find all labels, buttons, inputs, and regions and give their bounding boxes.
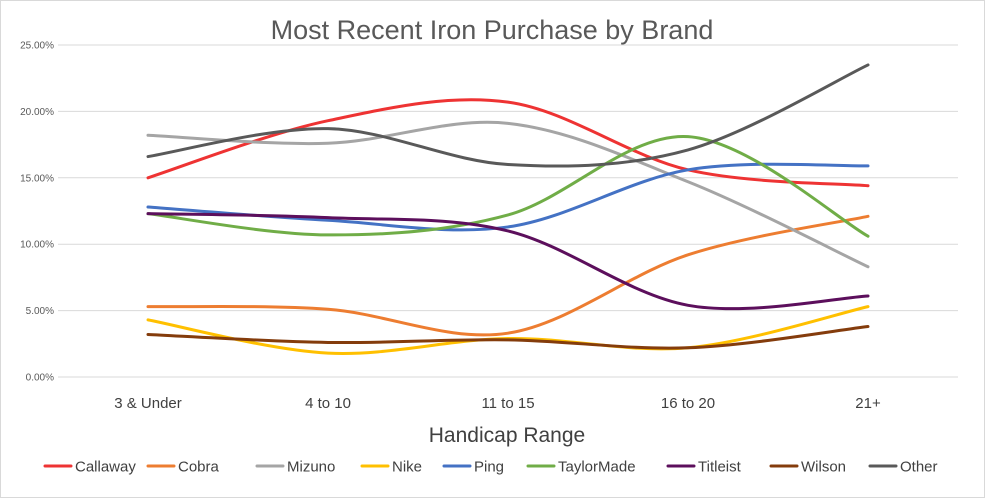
legend-item-titleist: Titleist xyxy=(666,459,742,476)
y-tick-label: 0.00% xyxy=(26,373,54,384)
series-line-other xyxy=(146,63,870,168)
series-line-callaway xyxy=(146,98,870,188)
x-tick-label: 16 to 20 xyxy=(661,395,715,412)
legend-label: Ping xyxy=(474,459,504,476)
y-axis-tick-labels: 0.00% 5.00% 10.00% 15.00% 20.00% 25.00% xyxy=(20,41,54,384)
series-line-mizuno xyxy=(146,120,870,269)
legend-label: Nike xyxy=(392,459,422,476)
y-tick-label: 25.00% xyxy=(20,41,54,52)
series-lines xyxy=(146,63,870,355)
legend: Callaway Cobra Mizuno Nike Ping TaylorMade Tit… xyxy=(43,459,938,476)
legend-item-other: Other xyxy=(868,459,938,476)
legend-label: Other xyxy=(900,459,938,476)
x-tick-label: 21+ xyxy=(855,395,881,412)
legend-item-mizuno: Mizuno xyxy=(255,459,335,476)
x-tick-label: 4 to 10 xyxy=(305,395,351,412)
x-tick-label: 3 & Under xyxy=(114,395,182,412)
x-tick-label: 11 to 15 xyxy=(481,395,534,412)
series-line-titleist xyxy=(146,212,870,311)
x-axis-title: Handicap Range xyxy=(429,424,585,447)
y-tick-label: 15.00% xyxy=(20,173,54,184)
y-tick-label: 20.00% xyxy=(20,107,54,118)
legend-label: TaylorMade xyxy=(558,459,636,476)
x-axis: 3 & Under 4 to 10 11 to 15 16 to 20 21+ xyxy=(114,395,881,412)
series-line-cobra xyxy=(146,214,870,337)
legend-item-callaway: Callaway xyxy=(43,459,136,476)
series-line-wilson xyxy=(146,325,870,350)
legend-label: Wilson xyxy=(801,459,846,476)
legend-label: Callaway xyxy=(75,459,136,476)
legend-item-wilson: Wilson xyxy=(769,459,846,476)
y-tick-label: 5.00% xyxy=(26,306,54,317)
legend-label: Mizuno xyxy=(287,459,335,476)
gridlines xyxy=(58,44,958,378)
series-line-nike xyxy=(146,305,870,355)
legend-item-nike: Nike xyxy=(360,459,422,476)
legend-label: Cobra xyxy=(178,459,220,476)
legend-label: Titleist xyxy=(698,459,742,476)
series-line-taylormade xyxy=(146,135,870,238)
legend-item-taylormade: TaylorMade xyxy=(526,459,636,476)
series-line-ping xyxy=(146,162,870,232)
y-tick-label: 10.00% xyxy=(20,240,54,251)
chart-title: Most Recent Iron Purchase by Brand xyxy=(271,15,714,45)
legend-item-cobra: Cobra xyxy=(146,459,220,476)
legend-item-ping: Ping xyxy=(442,459,504,476)
